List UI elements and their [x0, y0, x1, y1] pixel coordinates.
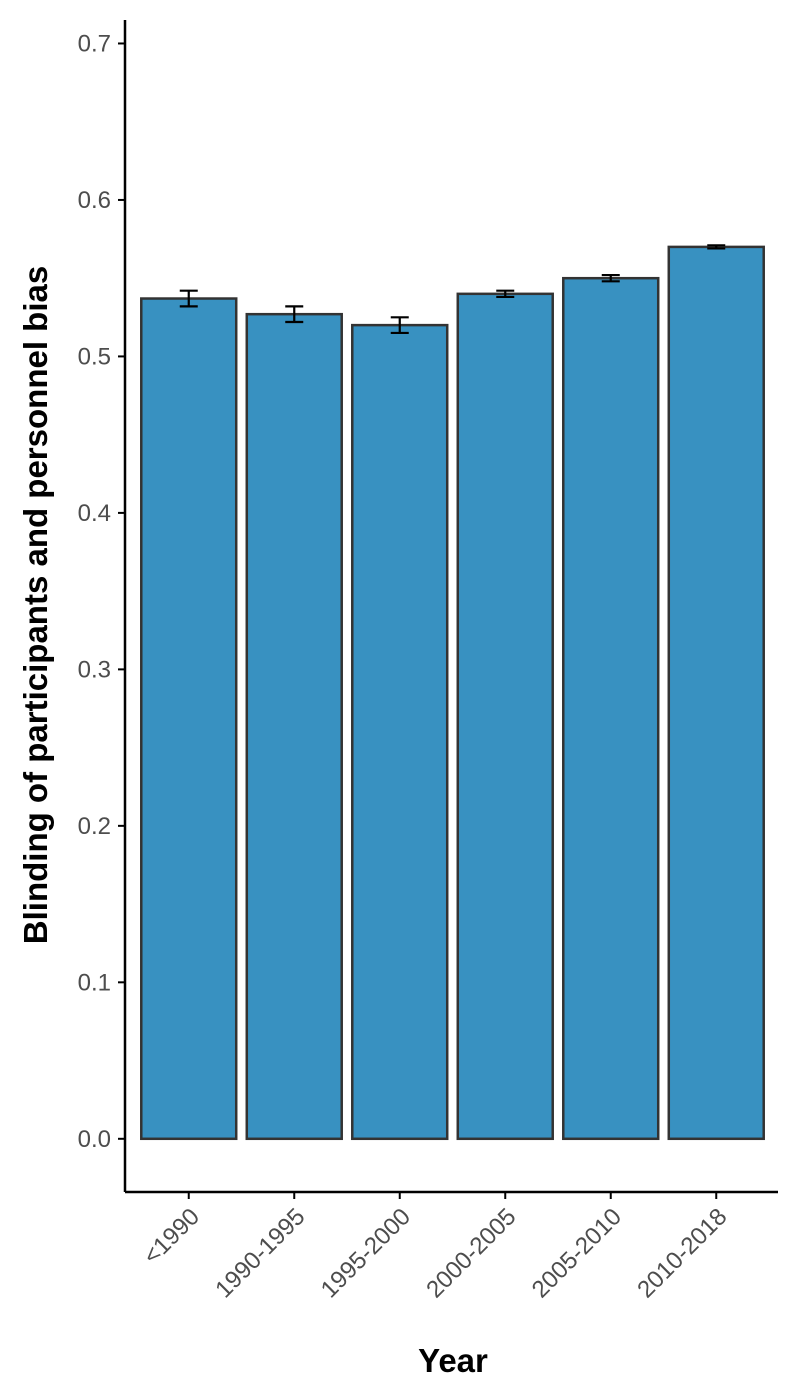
bar [245, 312, 343, 1141]
x-tick-label: 1990-1995 [210, 1203, 310, 1303]
bar [562, 276, 660, 1141]
y-tick-label: 0.4 [78, 500, 111, 527]
y-tick-label: 0.5 [78, 343, 111, 370]
y-tick-label: 0.3 [78, 656, 111, 683]
x-tick-label: 2005-2010 [527, 1203, 627, 1303]
error-bars-group [179, 244, 726, 335]
y-tick-label: 0.2 [78, 813, 111, 840]
x-tick-label: <1990 [138, 1203, 205, 1270]
y-tick-label: 0.7 [78, 30, 111, 57]
y-tick-label: 0.6 [78, 187, 111, 214]
y-axis-title: Blinding of participants and personnel b… [17, 266, 54, 944]
bar [351, 323, 449, 1141]
bars-group [140, 245, 765, 1141]
y-axis: 0.0 0.1 0.2 0.3 0.4 0.5 0.6 0.7 [78, 20, 127, 1192]
x-axis-title: Year [418, 1342, 488, 1379]
x-tick-label: 1995-2000 [316, 1203, 416, 1303]
x-axis: <1990 1990-1995 1995-2000 2000-2005 2005-201… [125, 1190, 778, 1303]
x-tick-label: 2010-2018 [632, 1203, 732, 1303]
y-tick-label: 0.1 [78, 969, 111, 996]
bar [140, 297, 238, 1141]
bar [456, 292, 554, 1141]
x-tick-label: 2000-2005 [421, 1203, 521, 1303]
bar [667, 245, 765, 1141]
y-tick-label: 0.0 [78, 1126, 111, 1153]
